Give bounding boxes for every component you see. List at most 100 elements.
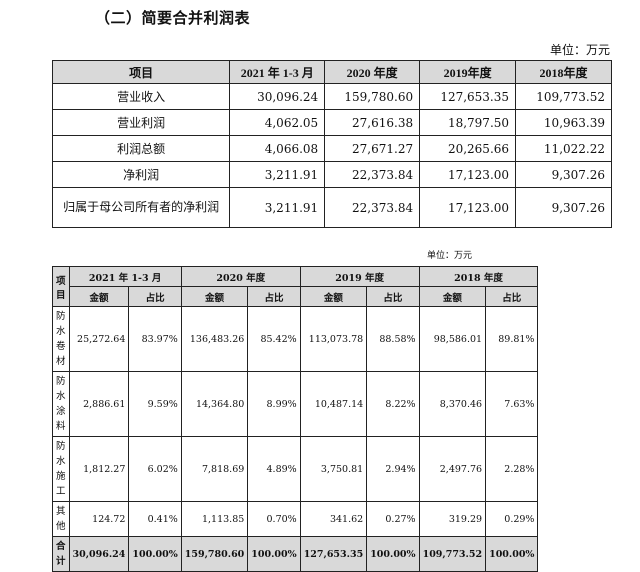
cell-value: 98,586.01 [418,306,487,372]
cell-value: 30,096.24 [229,83,326,110]
total-value: 159,780.60 [180,536,249,572]
cell-value: 2,886.61 [68,371,130,437]
cell-value: 319.29 [418,501,487,537]
cell-value: 1,812.27 [68,436,130,502]
table-row: 营业利润 4,062.05 27,616.38 18,797.50 10,963… [51,109,612,136]
cell-value: 18,797.50 [419,109,517,136]
table-row: 利润总额 4,066.08 27,671.27 20,265.66 11,022… [51,135,612,162]
cell-value: 17,123.00 [419,161,517,188]
cell-value: 89.81% [485,306,539,372]
total-value: 100.00% [366,536,420,572]
row-label: 净利润 [51,161,231,188]
table-row: 净利润 3,211.91 22,373.84 17,123.00 9,307.2… [51,161,612,188]
cell-value: 22,373.84 [324,161,421,188]
cell-value: 10,487.14 [299,371,368,437]
header-period: 2021 年 1-3 月 [229,60,326,84]
cell-value: 88.58% [366,306,420,372]
cell-value: 22,373.84 [324,187,421,228]
row-label: 营业收入 [51,83,231,110]
total-value: 30,096.24 [68,536,130,572]
total-value: 127,653.35 [299,536,368,572]
cell-value: 8,370.46 [418,371,487,437]
total-value: 100.00% [247,536,301,572]
cell-value: 3,211.91 [229,187,326,228]
cell-value: 6.02% [128,436,182,502]
table1-header-row: 项目 2021 年 1-3 月 2020 年度 2019年度 2018年度 [51,60,612,84]
subheader-amount: 金额 [68,286,130,307]
header-period: 2018年度 [515,60,612,84]
cell-value: 0.41% [128,501,182,537]
cell-value: 0.27% [366,501,420,537]
cell-value: 0.29% [485,501,539,537]
total-value: 109,773.52 [418,536,487,572]
subheader-amount: 金额 [180,286,249,307]
cell-value: 2,497.76 [418,436,487,502]
cell-value: 27,616.38 [324,109,421,136]
cell-value: 4,062.05 [229,109,326,136]
header-period: 2018 年度 [418,266,539,287]
subheader-share: 占比 [366,286,420,307]
cell-value: 83.97% [128,306,182,372]
cell-value: 4,066.08 [229,135,326,162]
cell-value: 25,272.64 [68,306,130,372]
cell-value: 2.28% [485,436,539,502]
total-value: 100.00% [485,536,539,572]
cell-value: 127,653.35 [419,83,517,110]
section-heading: （二）简要合并利润表 [95,9,251,27]
header-period: 2019年度 [419,60,517,84]
table-row: 防水涂料 2,886.61 9.59% 14,364.80 8.99% 10,4… [52,371,539,437]
cell-value: 17,123.00 [419,187,517,228]
header-item: 项目 [52,266,70,307]
revenue-breakdown-table: 项目 2021 年 1-3 月 2020 年度 2019 年度 2018 年度 … [52,266,539,572]
total-label: 合计 [52,536,70,572]
cell-value: 9,307.26 [515,187,612,228]
cell-value: 124.72 [68,501,130,537]
table-row: 防水施工 1,812.27 6.02% 7,818.69 4.89% 3,750… [52,436,539,502]
row-label: 利润总额 [51,135,231,162]
cell-value: 9,307.26 [515,161,612,188]
row-label: 防水卷材 [52,306,70,372]
cell-value: 136,483.26 [180,306,249,372]
subheader-share: 占比 [485,286,539,307]
cell-value: 7.63% [485,371,539,437]
cell-value: 7,818.69 [180,436,249,502]
cell-value: 8.22% [366,371,420,437]
subheader-amount: 金额 [299,286,368,307]
header-period: 2019 年度 [299,266,420,287]
cell-value: 3,750.81 [299,436,368,502]
table-row: 防水卷材 25,272.64 83.97% 136,483.26 85.42% … [52,306,539,372]
table1-unit-label: 单位：万元 [549,43,610,57]
header-period: 2020 年度 [324,60,421,84]
cell-value: 1,113.85 [180,501,249,537]
header-period: 2020 年度 [180,266,301,287]
cell-value: 14,364.80 [180,371,249,437]
row-label: 营业利润 [51,109,231,136]
table2-header-row: 项目 2021 年 1-3 月 2020 年度 2019 年度 2018 年度 [52,266,539,307]
cell-value: 3,211.91 [229,161,326,188]
table2-subheader-row: 金额 占比 金额 占比 金额 占比 金额 占比 [53,286,539,307]
total-row: 合计 30,096.24 100.00% 159,780.60 100.00% … [52,536,539,572]
cell-value: 109,773.52 [515,83,612,110]
cell-value: 2.94% [366,436,420,502]
row-label: 其他 [52,501,70,537]
cell-value: 4.89% [247,436,301,502]
total-value: 100.00% [128,536,182,572]
subheader-share: 占比 [247,286,301,307]
cell-value: 10,963.39 [515,109,612,136]
cell-value: 0.70% [247,501,301,537]
subheader-share: 占比 [128,286,182,307]
cell-value: 8.99% [247,371,301,437]
table-row: 其他 124.72 0.41% 1,113.85 0.70% 341.62 0.… [52,501,539,537]
row-label: 归属于母公司所有者的净利润 [51,187,231,228]
cell-value: 9.59% [128,371,182,437]
cell-value: 159,780.60 [324,83,421,110]
table2-unit-label: 单位：万元 [427,251,473,261]
cell-value: 341.62 [299,501,368,537]
cell-value: 85.42% [247,306,301,372]
cell-value: 113,073.78 [299,306,368,372]
header-period: 2021 年 1-3 月 [68,266,182,287]
table-row: 归属于母公司所有者的净利润 3,211.91 22,373.84 17,123.… [51,187,612,228]
row-label: 防水施工 [52,436,70,502]
row-label: 防水涂料 [52,371,70,437]
income-statement-table: 项目 2021 年 1-3 月 2020 年度 2019年度 2018年度 营业… [51,60,612,228]
